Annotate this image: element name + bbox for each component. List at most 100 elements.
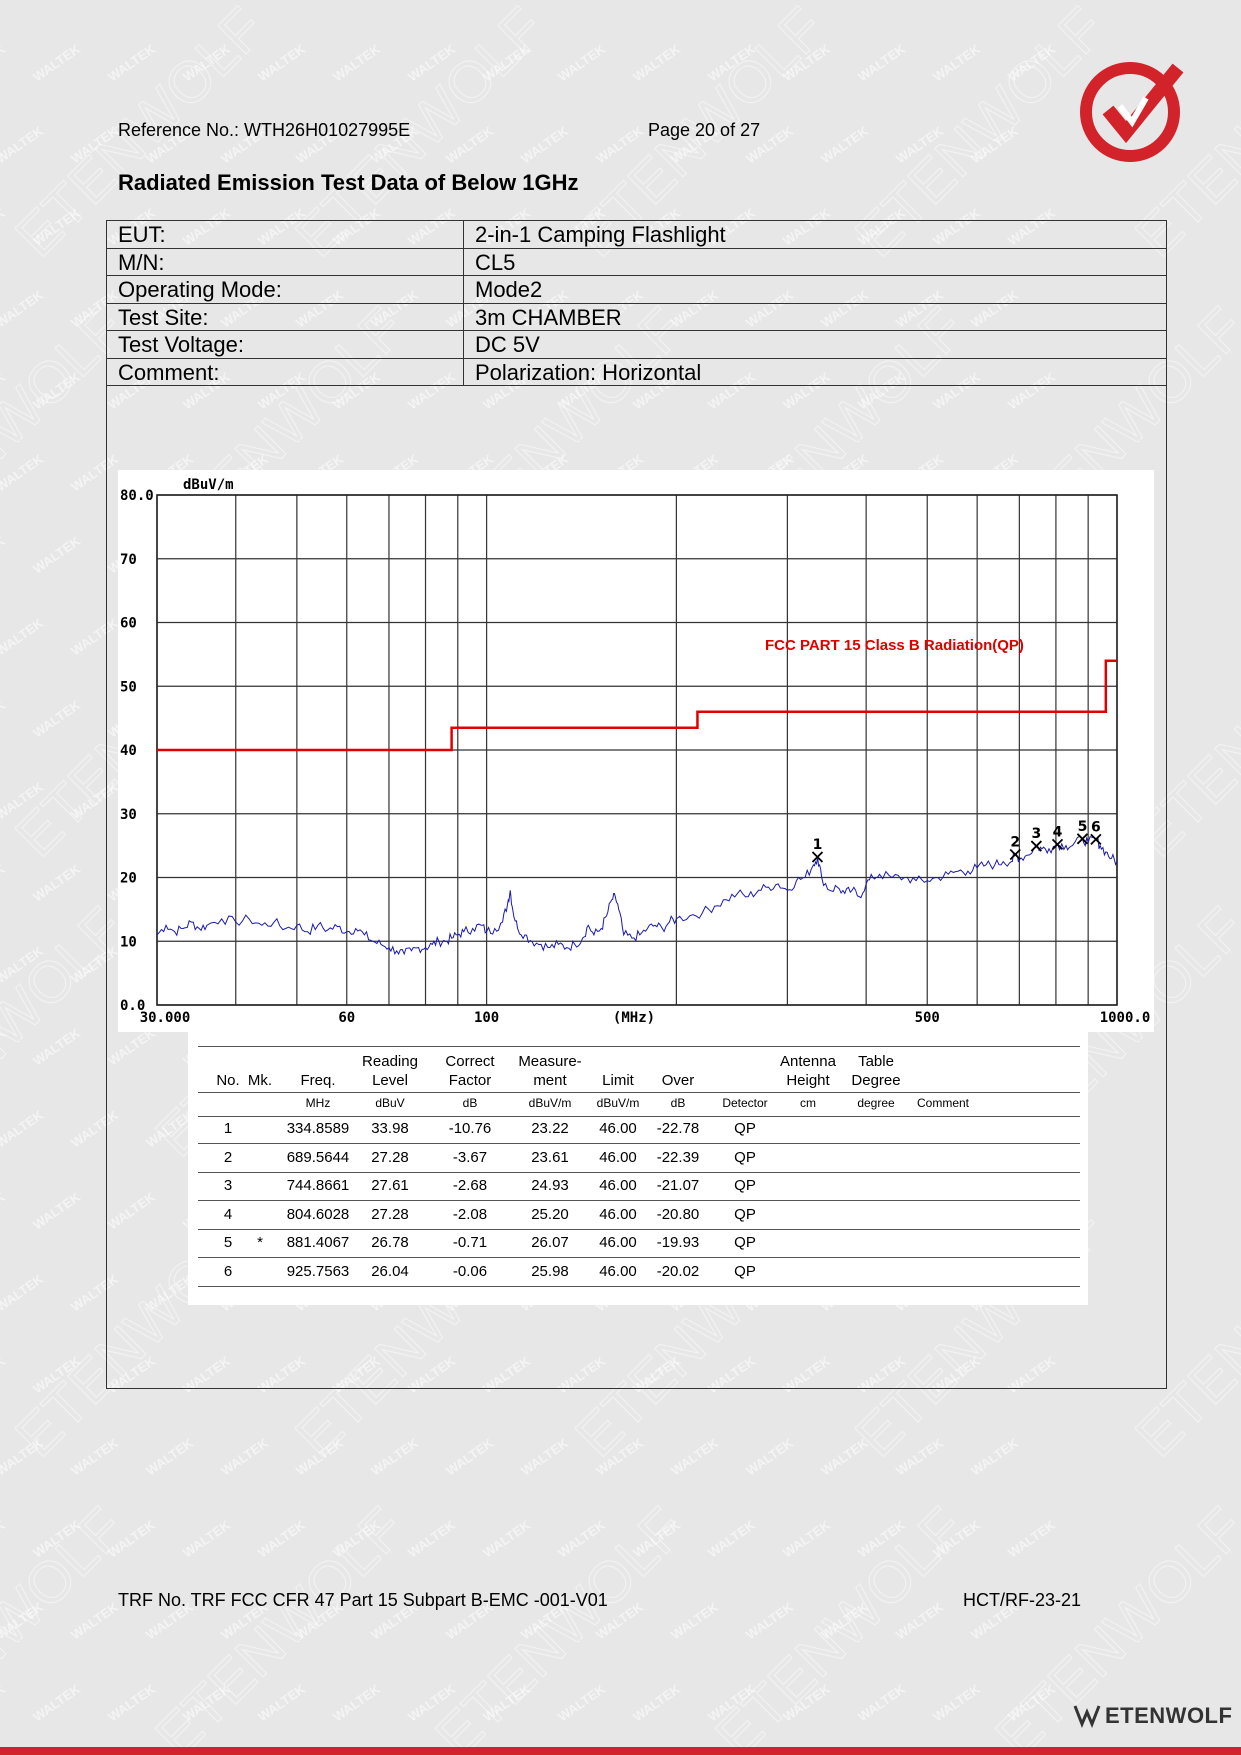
watermark-mark: WALTEK — [143, 1435, 196, 1479]
table-background — [188, 1030, 1088, 1305]
table-cell: 4 — [223, 1205, 233, 1223]
watermark-mark: WALTEK — [68, 1599, 121, 1643]
page-title: Radiated Emission Test Data of Below 1GH… — [118, 170, 579, 195]
watermark-mark: WALTEK — [30, 1517, 83, 1561]
column-unit: MHz — [305, 1096, 331, 1110]
y-tick-label: 30 — [120, 807, 137, 823]
table-cell: -10.76 — [448, 1120, 492, 1137]
peak-marker — [1090, 833, 1102, 846]
y-tick-label: 10 — [120, 934, 137, 950]
watermark-mark: WALTEK — [255, 1517, 308, 1561]
table-cell: 27.28 — [371, 1148, 409, 1166]
table-cell: 881.4067 — [286, 1234, 350, 1251]
table-rule — [198, 1200, 1080, 1201]
table-cell: -19.93 — [656, 1234, 700, 1251]
table-cell: 46.00 — [599, 1234, 637, 1251]
watermark-mark: WALTEK — [705, 1517, 758, 1561]
watermark-mark: WALTEK — [818, 1435, 871, 1479]
table-cell: 46.00 — [599, 1120, 637, 1137]
x-tick-label: 1000.0 — [1100, 1010, 1151, 1026]
peak-marker-label: 1 — [813, 837, 823, 853]
peak-marker-label: 6 — [1091, 819, 1101, 835]
table-cell: 26.78 — [371, 1234, 409, 1251]
table-cell: -0.06 — [452, 1262, 488, 1280]
table-cell: 744.8661 — [286, 1177, 350, 1194]
info-key: EUT: — [118, 222, 166, 247]
table-rule — [198, 1257, 1080, 1258]
watermark-mark: WALTEK — [893, 1599, 946, 1643]
watermark-mark: WALTEK — [855, 1517, 908, 1561]
table-rule — [198, 1116, 1080, 1117]
column-header: Over — [661, 1072, 695, 1089]
column-unit: degree — [857, 1096, 895, 1110]
info-value: 3m CHAMBER — [475, 304, 622, 330]
watermark-mark: WALTEK — [68, 1435, 121, 1479]
table-cell: 24.93 — [531, 1177, 569, 1194]
table-cell: 6 — [223, 1262, 233, 1280]
watermark-mark: WALTEK — [30, 1189, 83, 1233]
watermark-mark: WALTEK — [105, 1681, 158, 1725]
column-unit: dBuV/m — [528, 1096, 572, 1110]
watermark-mark: WALTEK — [105, 1517, 158, 1561]
table-cell: 46.00 — [599, 1148, 637, 1166]
watermark-mark: WALTEK — [668, 1599, 721, 1643]
table-cell: QP — [734, 1262, 756, 1280]
table-cell: 689.5644 — [286, 1148, 350, 1166]
watermark-mark: WALTEK — [1005, 1681, 1058, 1725]
column-header: No. — [216, 1072, 240, 1089]
limit-label: FCC PART 15 Class B Radiation(QP) — [765, 637, 1024, 654]
peak-marker — [1009, 848, 1021, 861]
watermark-mark: WALTEK — [330, 1681, 383, 1725]
watermark-mark: WALTEK — [780, 1517, 833, 1561]
y-tick-label: 40 — [120, 743, 137, 759]
column-header: Limit — [602, 1072, 634, 1089]
watermark-mark: WALTEK — [330, 1517, 383, 1561]
y-tick-labels: 0.0 10 20 30 40 50 60 70 80.0 — [120, 488, 154, 1014]
y-tick-label: 70 — [120, 552, 137, 568]
watermark-mark: WALTEK — [368, 1435, 421, 1479]
page-number: Page 20 of 27 — [648, 120, 761, 140]
column-header: Antenna Height — [780, 1053, 836, 1089]
peak-marker — [1030, 840, 1042, 852]
watermark-mark: WALTEK — [968, 1435, 1021, 1479]
x-axis-unit: (MHz) — [613, 1010, 655, 1026]
table-cell: -21.07 — [656, 1177, 700, 1194]
info-key: Operating Mode: — [118, 277, 282, 302]
emission-trace — [156, 835, 1118, 956]
column-unit: cm — [800, 1096, 816, 1110]
column-unit: dBuV/m — [596, 1096, 640, 1110]
y-axis-unit: dBuV/m — [183, 477, 234, 493]
watermark-mark: WALTEK — [0, 1353, 8, 1397]
x-tick-label: 100 — [474, 1010, 499, 1026]
watermark-mark: WALTEK — [0, 1517, 8, 1561]
watermark-mark: ETENWOLF — [703, 1495, 977, 1755]
watermark-mark: WALTEK — [893, 1435, 946, 1479]
table-cell: * — [257, 1234, 263, 1251]
table-cell: QP — [734, 1120, 756, 1137]
table-cell: 5 — [223, 1234, 233, 1251]
watermark-mark: WALTEK — [818, 1599, 871, 1643]
watermark-mark: WALTEK — [0, 1189, 8, 1233]
watermark-mark: ETENWOLF — [0, 1495, 137, 1755]
table-cell: QP — [734, 1177, 756, 1194]
info-row-comment: Comment: Polarization: Horizontal — [107, 359, 1166, 386]
table-rule — [198, 1092, 1080, 1093]
x-tick-labels: 30.000 60 100 500 1000.0 — [140, 1010, 1151, 1026]
info-key: Test Site: — [118, 304, 209, 330]
test-data-frame: EUT: 2-in-1 Camping Flashlight M/N: CL5 … — [106, 220, 1167, 1389]
reference-number: Reference No.: WTH26H01027995E — [118, 120, 411, 140]
watermark-mark: WALTEK — [630, 1517, 683, 1561]
table-rule — [198, 1285, 1080, 1287]
column-unit: dB — [670, 1096, 686, 1110]
table-cell: -2.08 — [452, 1205, 488, 1223]
info-key: M/N: — [118, 249, 165, 275]
table-cell: -20.02 — [656, 1262, 700, 1280]
info-row-mode: Operating Mode: Mode2 — [107, 276, 1166, 304]
table-cell: 46.00 — [599, 1205, 637, 1223]
watermark-mark: WALTEK — [518, 1435, 571, 1479]
peak-marker-label: 2 — [1010, 834, 1020, 850]
watermark-mark: WALTEK — [0, 1271, 46, 1315]
table-cell: 23.22 — [531, 1120, 569, 1137]
watermark-mark: WALTEK — [0, 1599, 46, 1643]
column-header: Reading Level — [362, 1053, 418, 1089]
